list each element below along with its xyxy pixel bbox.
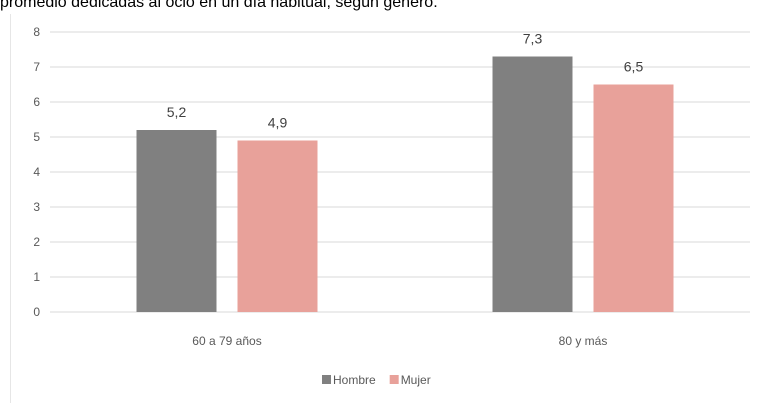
legend: Hombre Mujer: [322, 373, 431, 387]
data-label: 6,5: [624, 59, 644, 75]
legend-swatch-hombre: [322, 375, 331, 384]
bar-mujer-1: [237, 140, 318, 312]
bar-hombre-2: [492, 56, 573, 312]
y-tick-label: 5: [33, 130, 40, 144]
y-tick-label: 2: [33, 235, 40, 249]
y-tick-label: 0: [33, 305, 40, 319]
y-tick-label: 3: [33, 200, 40, 214]
bars: [136, 56, 674, 312]
legend-label: Hombre: [333, 373, 376, 387]
y-tick-label: 4: [33, 165, 40, 179]
chart-caption: promedio dedicadas al ocio en un día hab…: [0, 0, 438, 11]
y-tick-label: 1: [33, 270, 40, 284]
data-label: 7,3: [523, 31, 543, 47]
legend-label: Mujer: [401, 373, 431, 387]
bar-mujer-2: [593, 84, 674, 312]
bar-hombre-1: [136, 130, 217, 312]
y-axis-ticks: 0 1 2 3 4 5 6 7 8: [33, 25, 40, 319]
y-tick-label: 6: [33, 95, 40, 109]
category-label: 80 y más: [559, 334, 608, 348]
chart-frame: [10, 14, 772, 403]
category-label: 60 a 79 años: [192, 334, 261, 348]
y-tick-label: 8: [33, 25, 40, 39]
legend-swatch-mujer: [389, 375, 399, 384]
x-axis-categories: 60 a 79 años 80 y más: [192, 334, 607, 348]
y-tick-label: 7: [33, 60, 40, 74]
data-label: 5,2: [167, 104, 187, 120]
data-label: 4,9: [268, 115, 288, 131]
data-labels: 5,2 4,9 7,3 6,5: [167, 31, 644, 131]
